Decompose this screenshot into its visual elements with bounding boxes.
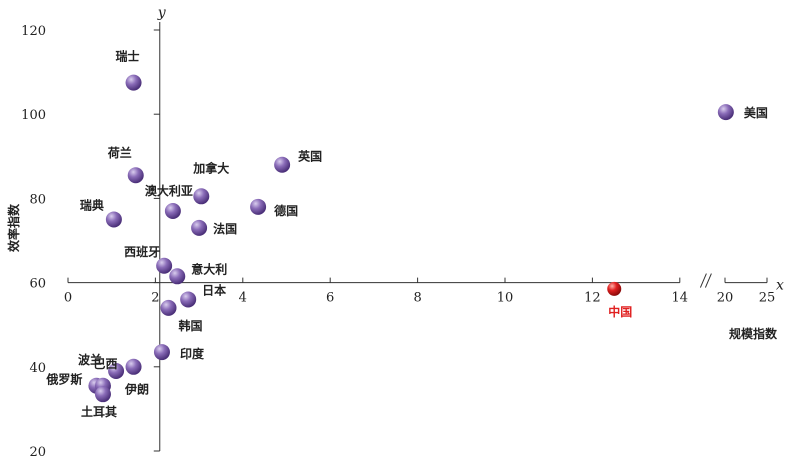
x-tick-label: 10 [497, 291, 514, 306]
data-point [160, 299, 177, 316]
x-tick-label: 20 [717, 291, 734, 306]
y-tick-label: 60 [29, 277, 46, 292]
x-tick-label: 14 [672, 291, 689, 306]
x-tick-label: 4 [239, 291, 247, 306]
data-label: 土耳其 [81, 404, 117, 419]
data-label: 伊朗 [124, 382, 149, 397]
data-point [156, 257, 173, 274]
data-label: 韩国 [179, 318, 203, 333]
axes: 0 2 4 6 8 10 12 14 20 25 20 40 60 80 100 120 [21, 22, 775, 460]
y-axis-title: 效率指数 [6, 203, 21, 252]
y-tick-label: 100 [21, 108, 46, 123]
x-axis-title: 规模指数 [729, 326, 778, 341]
x-tick-label: 25 [759, 291, 776, 306]
data-label: 波兰 [78, 352, 102, 367]
data-label: 美国 [744, 105, 768, 120]
y-tick-label: 80 [29, 192, 46, 207]
data-label: 日本 [202, 282, 226, 297]
data-label: 西班牙 [124, 244, 160, 259]
data-point [717, 104, 734, 121]
data-point [191, 219, 208, 236]
data-point [169, 268, 186, 285]
data-point [108, 363, 125, 380]
x-tick-label: 2 [151, 291, 159, 306]
y-axis-letter: y [157, 5, 167, 21]
data-point [127, 167, 144, 184]
data-label: 瑞典 [80, 197, 104, 212]
data-label: 巴西 [94, 357, 118, 371]
y-tick-label: 120 [21, 24, 46, 39]
data-label: 荷兰 [107, 145, 132, 160]
y-tick-label: 40 [29, 361, 46, 376]
data-label: 德国 [274, 203, 298, 218]
data-label: 中国 [608, 304, 632, 319]
data-label: 法国 [213, 221, 237, 236]
data-point [153, 344, 170, 361]
data-label: 瑞士 [116, 49, 140, 64]
x-tick-label: 8 [413, 291, 421, 306]
data-point [94, 386, 111, 403]
data-point [105, 211, 122, 228]
data-point [607, 281, 622, 296]
x-tick-label: 12 [584, 291, 601, 306]
data-point [193, 188, 210, 205]
x-tick-label: 0 [64, 291, 72, 306]
axis-break-mark [704, 273, 712, 288]
data-point [250, 198, 267, 215]
axis-break-mark [699, 273, 707, 288]
data-label: 印度 [180, 346, 205, 361]
data-label: 澳大利亚 [145, 183, 193, 198]
data-points [88, 74, 734, 403]
data-point [274, 156, 291, 173]
x-axis-letter: x [776, 278, 784, 294]
data-point [164, 203, 181, 220]
data-point [125, 74, 142, 91]
data-point [125, 358, 142, 375]
data-label: 英国 [298, 149, 322, 164]
data-label: 俄罗斯 [45, 372, 82, 387]
data-label: 加拿大 [192, 160, 229, 175]
y-tick-label: 20 [29, 445, 46, 460]
data-point [180, 291, 197, 308]
data-label: 意大利 [191, 261, 227, 276]
x-tick-label: 6 [326, 291, 334, 306]
